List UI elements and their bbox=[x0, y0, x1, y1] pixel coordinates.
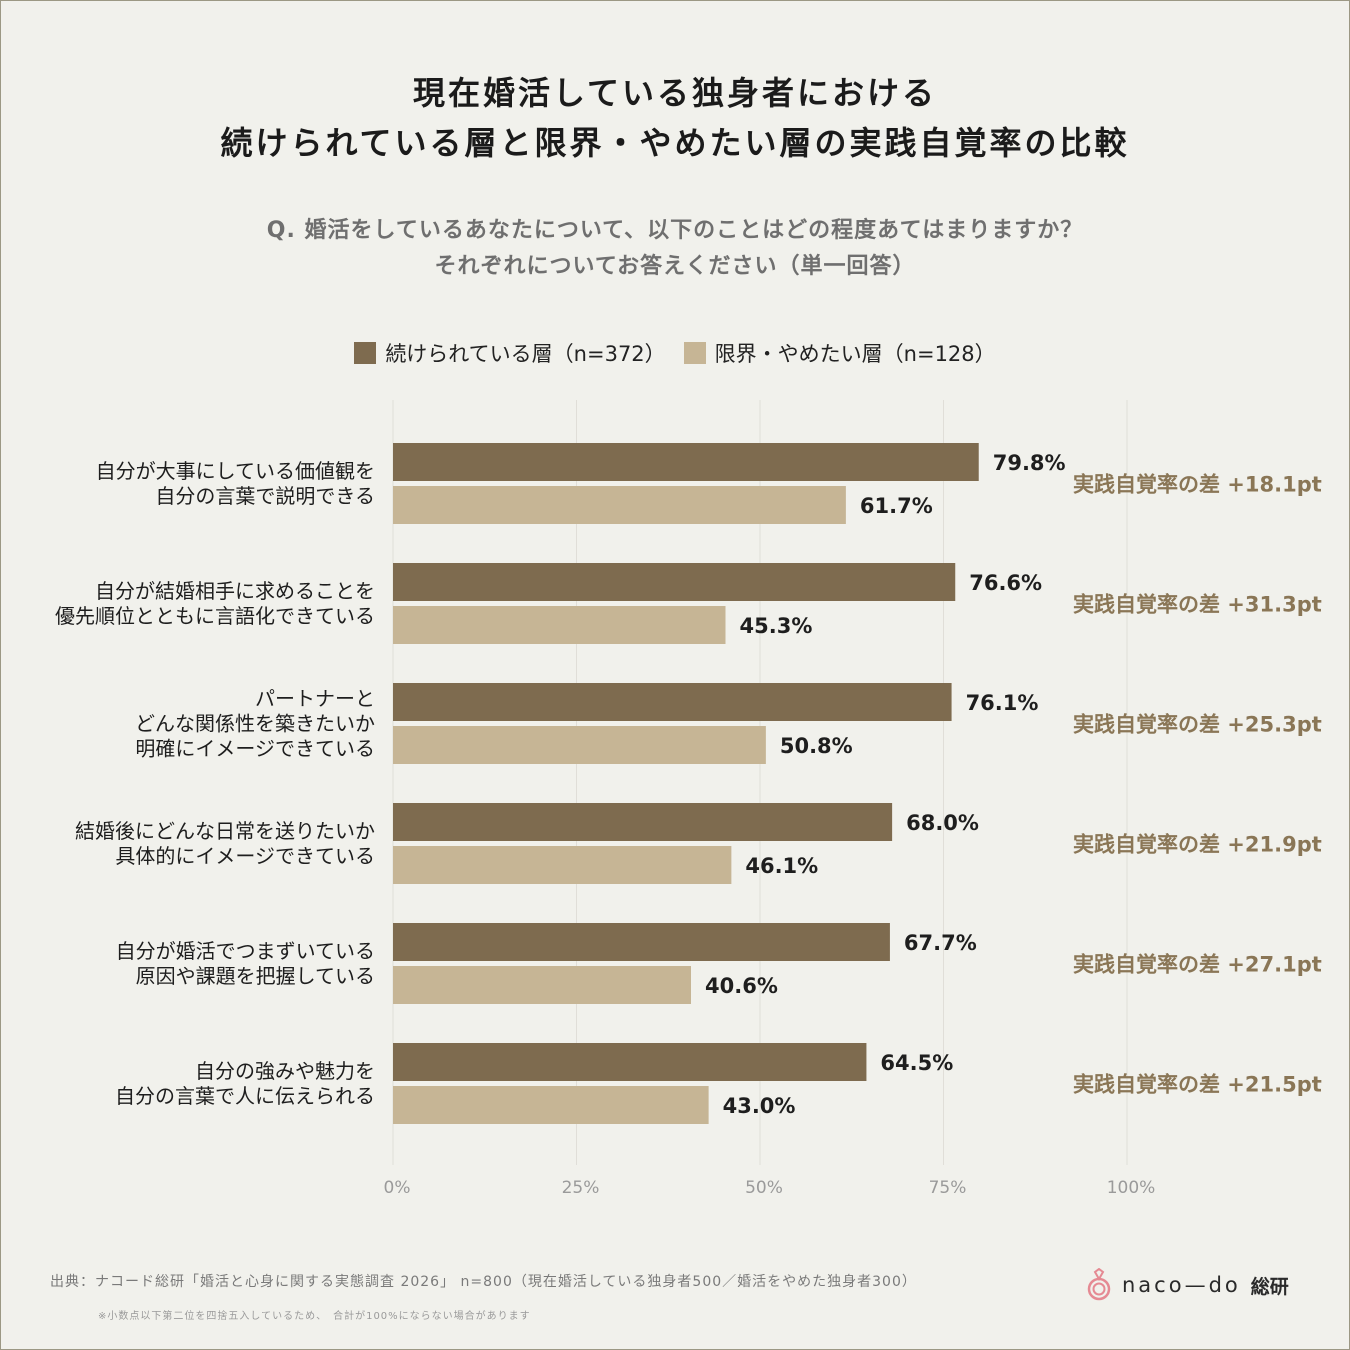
data-label: 46.1% bbox=[745, 854, 818, 878]
category-label: 自分が婚活でつまずいている bbox=[116, 939, 375, 963]
legend-label-series2: 限界・やめたい層（n=128） bbox=[714, 342, 996, 366]
question-line1: Q. 婚活をしているあなたについて、以下のことはどの程度あてはまりますか？ bbox=[266, 218, 1084, 243]
bar-series1 bbox=[393, 1043, 867, 1081]
data-label: 76.1% bbox=[966, 691, 1039, 715]
legend: 続けられている層（n=372） 限界・やめたい層（n=128） bbox=[0, 338, 1350, 368]
category-label: 自分の言葉で人に伝えられる bbox=[115, 1084, 375, 1108]
data-label: 68.0% bbox=[906, 811, 979, 835]
brand-logo: naco—do 総研 bbox=[1086, 1268, 1289, 1302]
difference-annotation: 実践自覚率の差 +27.1pt bbox=[1073, 953, 1322, 977]
category-label: 自分の言葉で説明できる bbox=[155, 484, 375, 508]
bar-series1 bbox=[393, 443, 979, 481]
bar-series2 bbox=[393, 966, 692, 1004]
data-label: 64.5% bbox=[880, 1051, 953, 1075]
data-label: 79.8% bbox=[993, 451, 1066, 475]
x-tick-label: 75% bbox=[929, 1178, 967, 1198]
category-label: 自分の強みや魅力を bbox=[195, 1059, 375, 1083]
brand-suffix: 総研 bbox=[1250, 1275, 1289, 1298]
category-label: 自分が大事にしている価値観を bbox=[96, 459, 375, 483]
source-text: 出典：ナコード総研「婚活と心身に関する実態調査 2026」 n=800（現在婚活… bbox=[50, 1274, 917, 1290]
legend-label-series1: 続けられている層（n=372） bbox=[385, 342, 666, 366]
chart-title-line2: 続けられている層と限界・やめたい層の実践自覚率の比較 bbox=[220, 124, 1130, 162]
difference-annotation: 実践自覚率の差 +31.3pt bbox=[1073, 593, 1322, 617]
category-label: 具体的にイメージできている bbox=[115, 844, 375, 868]
legend-swatch-series2 bbox=[683, 342, 706, 364]
bar-series1 bbox=[393, 803, 893, 841]
difference-annotation: 実践自覚率の差 +18.1pt bbox=[1073, 473, 1322, 497]
data-label: 40.6% bbox=[705, 974, 778, 998]
bar-series2 bbox=[393, 726, 766, 764]
bar-series2 bbox=[393, 846, 732, 884]
data-label: 43.0% bbox=[723, 1094, 796, 1118]
naco-do-ring-logo-icon bbox=[1087, 1268, 1111, 1301]
bar-series2 bbox=[393, 486, 846, 524]
category-label: 明確にイメージできている bbox=[135, 737, 375, 761]
legend-item-series2: 限界・やめたい層（n=128） bbox=[683, 338, 996, 368]
data-label: 50.8% bbox=[780, 734, 853, 758]
footnote-text: ※小数点以下第二位を四捨五入しているため、 合計が100%にならない場合がありま… bbox=[98, 1311, 531, 1322]
x-tick-label: 100% bbox=[1107, 1178, 1156, 1198]
x-tick-label: 0% bbox=[384, 1178, 411, 1198]
question-line2: それぞれについてお答えください（単一回答） bbox=[434, 254, 916, 279]
category-label: パートナーと bbox=[255, 687, 375, 711]
category-label: 結婚後にどんな日常を送りたいか bbox=[75, 819, 375, 843]
legend-item-series1: 続けられている層（n=372） bbox=[354, 338, 666, 368]
data-label: 45.3% bbox=[740, 614, 813, 638]
bar-series1 bbox=[393, 923, 890, 961]
bar-series2 bbox=[393, 606, 726, 644]
data-label: 67.7% bbox=[904, 931, 977, 955]
category-label: どんな関係性を築きたいか bbox=[135, 712, 375, 736]
category-label: 優先順位とともに言語化できている bbox=[55, 604, 375, 628]
data-label: 76.6% bbox=[969, 571, 1042, 595]
difference-annotation: 実践自覚率の差 +21.5pt bbox=[1073, 1073, 1322, 1097]
x-tick-label: 25% bbox=[562, 1178, 600, 1198]
data-label: 61.7% bbox=[860, 494, 933, 518]
bar-series1 bbox=[393, 683, 952, 721]
bar-series2 bbox=[393, 1086, 709, 1124]
difference-annotation: 実践自覚率の差 +21.9pt bbox=[1073, 833, 1322, 857]
bar-series1 bbox=[393, 563, 956, 601]
brand-name: naco—do bbox=[1122, 1273, 1241, 1297]
difference-annotation: 実践自覚率の差 +25.3pt bbox=[1073, 713, 1322, 737]
x-tick-label: 50% bbox=[745, 1178, 783, 1198]
category-label: 原因や課題を把握している bbox=[136, 964, 375, 988]
chart-title-line1: 現在婚活している独身者における bbox=[412, 74, 938, 112]
legend-swatch-series1 bbox=[354, 342, 377, 364]
category-label: 自分が結婚相手に求めることを bbox=[95, 579, 375, 603]
